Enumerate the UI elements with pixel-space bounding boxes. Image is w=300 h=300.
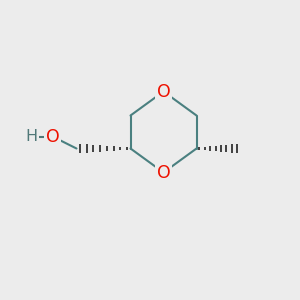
Text: O: O	[157, 164, 170, 181]
Text: H: H	[26, 129, 38, 144]
Text: O: O	[157, 82, 170, 100]
Text: O: O	[46, 128, 59, 146]
